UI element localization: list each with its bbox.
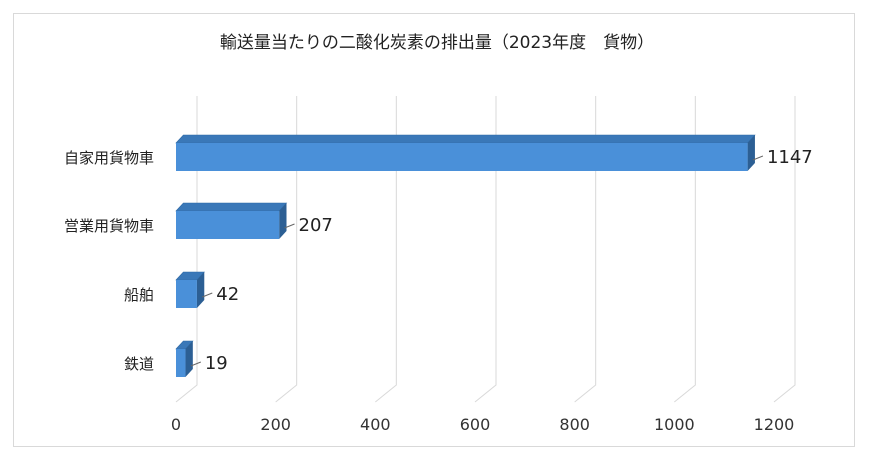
x-tick-label: 1200 — [754, 415, 795, 434]
gridline — [375, 96, 397, 403]
x-tick-label: 800 — [559, 415, 590, 434]
data-label: 207 — [299, 215, 333, 236]
x-tick-label: 400 — [360, 415, 391, 434]
gridline — [275, 96, 298, 403]
chart-frame — [13, 13, 855, 447]
data-label: 19 — [205, 353, 228, 374]
gridline — [773, 96, 796, 403]
x-tick-label: 1000 — [654, 415, 695, 434]
data-label: 1147 — [767, 147, 813, 168]
gridline — [674, 96, 696, 403]
category-label: 自家用貨物車 — [64, 149, 154, 167]
category-label: 船舶 — [124, 286, 154, 304]
bar — [175, 271, 205, 308]
bars — [175, 134, 756, 377]
gridline — [474, 96, 497, 403]
chart-title: 輸送量当たりの二酸化炭素の排出量（2023年度 貨物） — [219, 33, 655, 53]
data-label: 42 — [216, 284, 239, 305]
bar — [175, 134, 756, 171]
data-label-leader — [202, 292, 213, 298]
data-labels: 1147 207 42 19 — [190, 147, 813, 374]
data-label-leader — [284, 223, 295, 229]
bar — [175, 202, 288, 239]
bar — [175, 340, 194, 377]
data-label-leader — [190, 361, 202, 367]
x-tick-label: 600 — [460, 415, 491, 434]
gridline — [574, 96, 597, 403]
category-label: 営業用貨物車 — [64, 217, 154, 235]
data-label-leader — [752, 155, 764, 161]
x-axis-ticks: 0 200 400 600 800 1000 1200 — [171, 415, 794, 434]
x-tick-label: 0 — [171, 415, 181, 434]
x-tick-label: 200 — [260, 415, 291, 434]
gridline — [175, 96, 198, 403]
gridlines — [175, 96, 796, 403]
category-label: 鉄道 — [124, 355, 154, 373]
